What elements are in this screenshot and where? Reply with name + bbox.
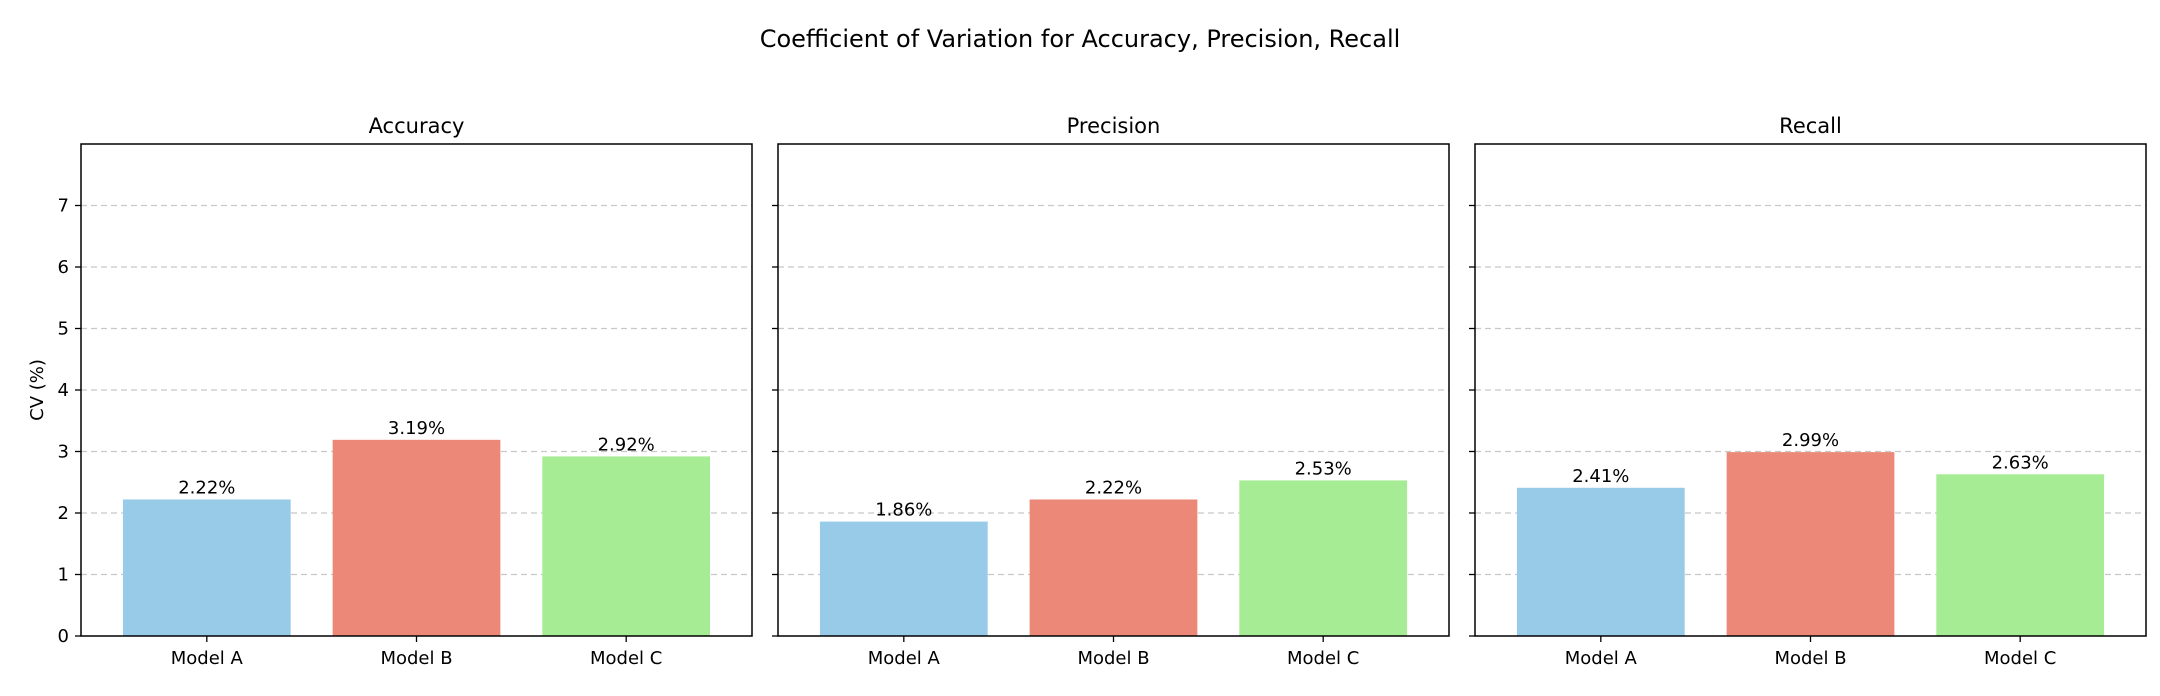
x-tick-label: Model C [1984,648,2056,669]
panel-precision: 1.86% Model A 2.22% Model B 2.53% Model C Prec… [772,114,1450,669]
y-tick-label: 0 [58,626,69,647]
bar-value-label: 2.22% [178,477,235,498]
bar-value-label: 2.22% [1085,477,1142,498]
bar-value-label: 1.86% [875,500,932,521]
x-tick-label: Model B [1774,648,1846,669]
bar-model-a [819,521,988,636]
bar-value-label: 3.19% [388,418,445,439]
y-tick-label: 2 [58,503,69,524]
panel-accuracy: 2.22% Model A 3.19% Model B 2.92% Model C 0 1 2 3… [27,114,753,669]
bar-model-a [1516,487,1685,636]
y-tick-label: 3 [58,442,69,463]
bar-value-label: 2.41% [1572,466,1629,487]
x-tick-label: Model A [868,648,941,669]
bar-model-c [542,456,711,636]
x-tick-label: Model A [171,648,244,669]
bar-model-b [1726,452,1895,636]
chart-panels: 2.22% Model A 3.19% Model B 2.92% Model C 0 1 2 3… [27,114,2147,669]
y-tick-label: 1 [58,565,69,586]
y-tick-label: 4 [58,380,69,401]
axes-frame [1474,143,2147,637]
axes-frame [80,143,753,637]
x-tick-label: Model C [1287,648,1359,669]
x-tick-label: Model A [1565,648,1638,669]
subplot-title: Precision [1067,114,1161,138]
subplot-title: Accuracy [369,114,465,138]
x-tick-label: Model B [380,648,452,669]
bar-model-a [122,499,291,636]
bar-value-label: 2.92% [598,434,655,455]
bar-value-label: 2.99% [1782,430,1839,451]
bar-model-c [1936,474,2105,636]
panel-recall: 2.41% Model A 2.99% Model B 2.63% Model C Reca… [1469,114,2147,669]
bar-value-label: 2.63% [1992,452,2049,473]
y-tick-label: 6 [58,257,69,278]
y-tick-label: 7 [58,196,69,217]
bar-model-c [1239,480,1408,636]
bar-value-label: 2.53% [1295,458,1352,479]
bar-model-b [1029,499,1198,636]
y-axis-label: CV (%) [27,359,48,421]
axes-frame [777,143,1450,637]
bar-model-b [332,439,501,636]
x-tick-label: Model B [1077,648,1149,669]
subplot-title: Recall [1779,114,1842,138]
y-tick-label: 5 [58,319,69,340]
x-tick-label: Model C [590,648,662,669]
figure-title: Coefficient of Variation for Accuracy, P… [760,25,1401,53]
